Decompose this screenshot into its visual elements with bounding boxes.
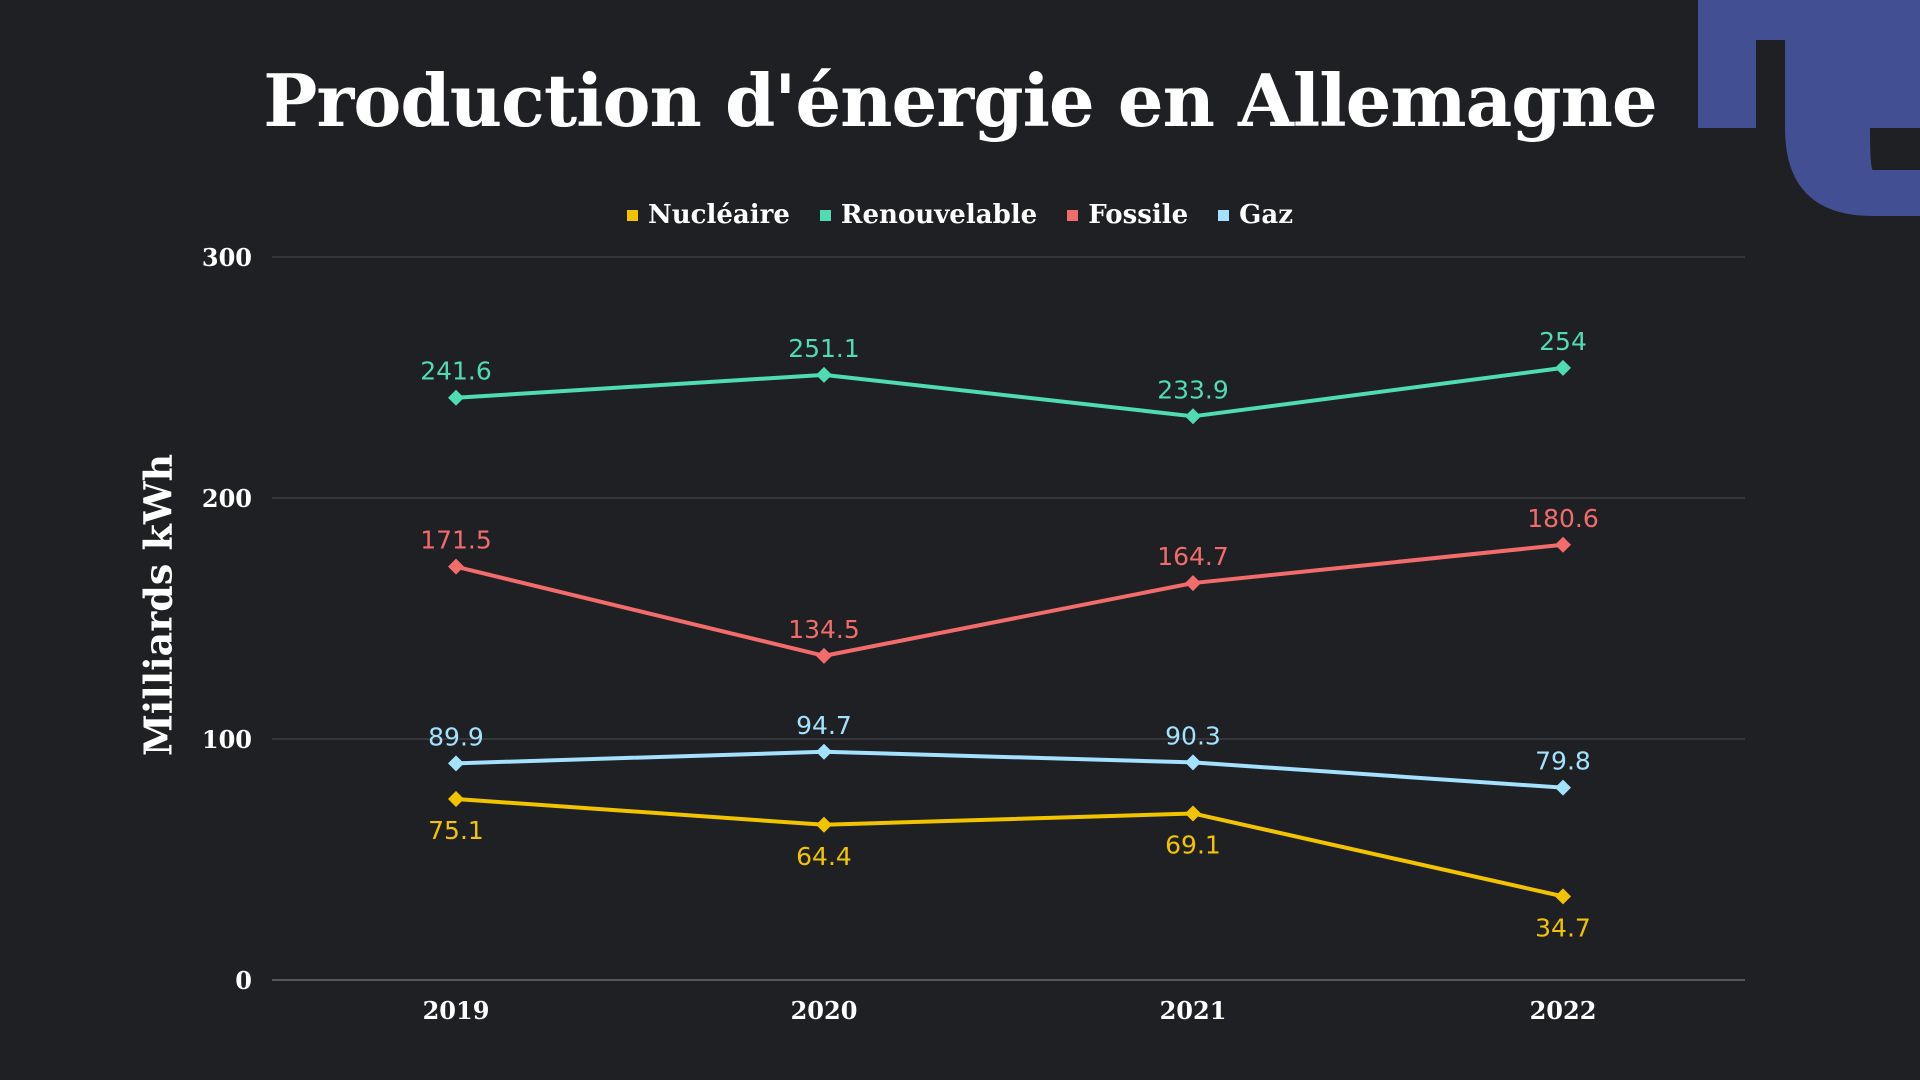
data-point: [448, 791, 464, 808]
data-label: 254: [1539, 327, 1587, 356]
series-line: [455, 749, 1564, 790]
data-point: [816, 647, 832, 664]
series-line: [455, 797, 1564, 899]
data-point: [816, 366, 832, 383]
legend-label: Nucléaire: [648, 200, 790, 230]
data-label: 251.1: [788, 334, 860, 363]
y-tick-label: 0: [235, 966, 252, 995]
legend-swatch: [819, 209, 831, 221]
data-label: 94.7: [796, 711, 852, 740]
legend-label: Gaz: [1239, 200, 1293, 230]
x-tick-label: 2020: [791, 996, 858, 1025]
data-point: [1185, 754, 1201, 771]
chart-legend: Nucléaire Renouvelable Fossile Gaz: [0, 200, 1920, 230]
data-point: [1555, 359, 1571, 376]
y-tick-label: 100: [202, 725, 252, 754]
data-point: [816, 743, 832, 760]
data-label: 69.1: [1165, 830, 1221, 859]
legend-item-gaz: Gaz: [1218, 200, 1293, 230]
data-point: [1185, 575, 1201, 592]
chart-title: Production d'énergie en Allemagne: [263, 58, 1657, 143]
y-tick-label: 300: [202, 243, 252, 272]
legend-item-renouvelable: Renouvelable: [819, 200, 1038, 230]
series-line: [455, 542, 1564, 658]
series-line: [455, 365, 1564, 419]
data-label: 134.5: [788, 615, 860, 644]
data-label: 64.4: [796, 842, 852, 871]
x-tick-label: 2019: [423, 996, 490, 1025]
data-point: [448, 389, 464, 406]
legend-label: Renouvelable: [840, 200, 1038, 230]
data-point: [1555, 779, 1571, 796]
x-tick-label: 2021: [1160, 996, 1227, 1025]
data-point: [448, 755, 464, 772]
legend-swatch: [1218, 209, 1230, 221]
legend-item-fossile: Fossile: [1067, 200, 1188, 230]
data-label: 34.7: [1535, 913, 1591, 942]
data-point: [1555, 536, 1571, 553]
data-label: 164.7: [1157, 542, 1229, 571]
data-point: [1555, 888, 1571, 905]
data-label: 241.6: [420, 357, 492, 386]
data-point: [448, 558, 464, 575]
data-label: 233.9: [1157, 375, 1229, 404]
legend-swatch: [1067, 209, 1079, 221]
data-label: 90.3: [1165, 721, 1221, 750]
legend-swatch: [627, 209, 639, 221]
legend-item-nucleaire: Nucléaire: [627, 200, 790, 230]
data-label: 75.1: [428, 816, 484, 845]
data-point: [816, 816, 832, 833]
data-point: [1185, 408, 1201, 425]
data-label: 180.6: [1527, 504, 1599, 533]
data-label: 79.8: [1535, 747, 1591, 776]
data-label: 171.5: [420, 526, 492, 555]
legend-label: Fossile: [1088, 200, 1189, 230]
data-point: [1185, 805, 1201, 822]
x-tick-label: 2022: [1530, 996, 1597, 1025]
y-tick-label: 200: [202, 484, 252, 513]
data-label: 89.9: [428, 722, 484, 751]
